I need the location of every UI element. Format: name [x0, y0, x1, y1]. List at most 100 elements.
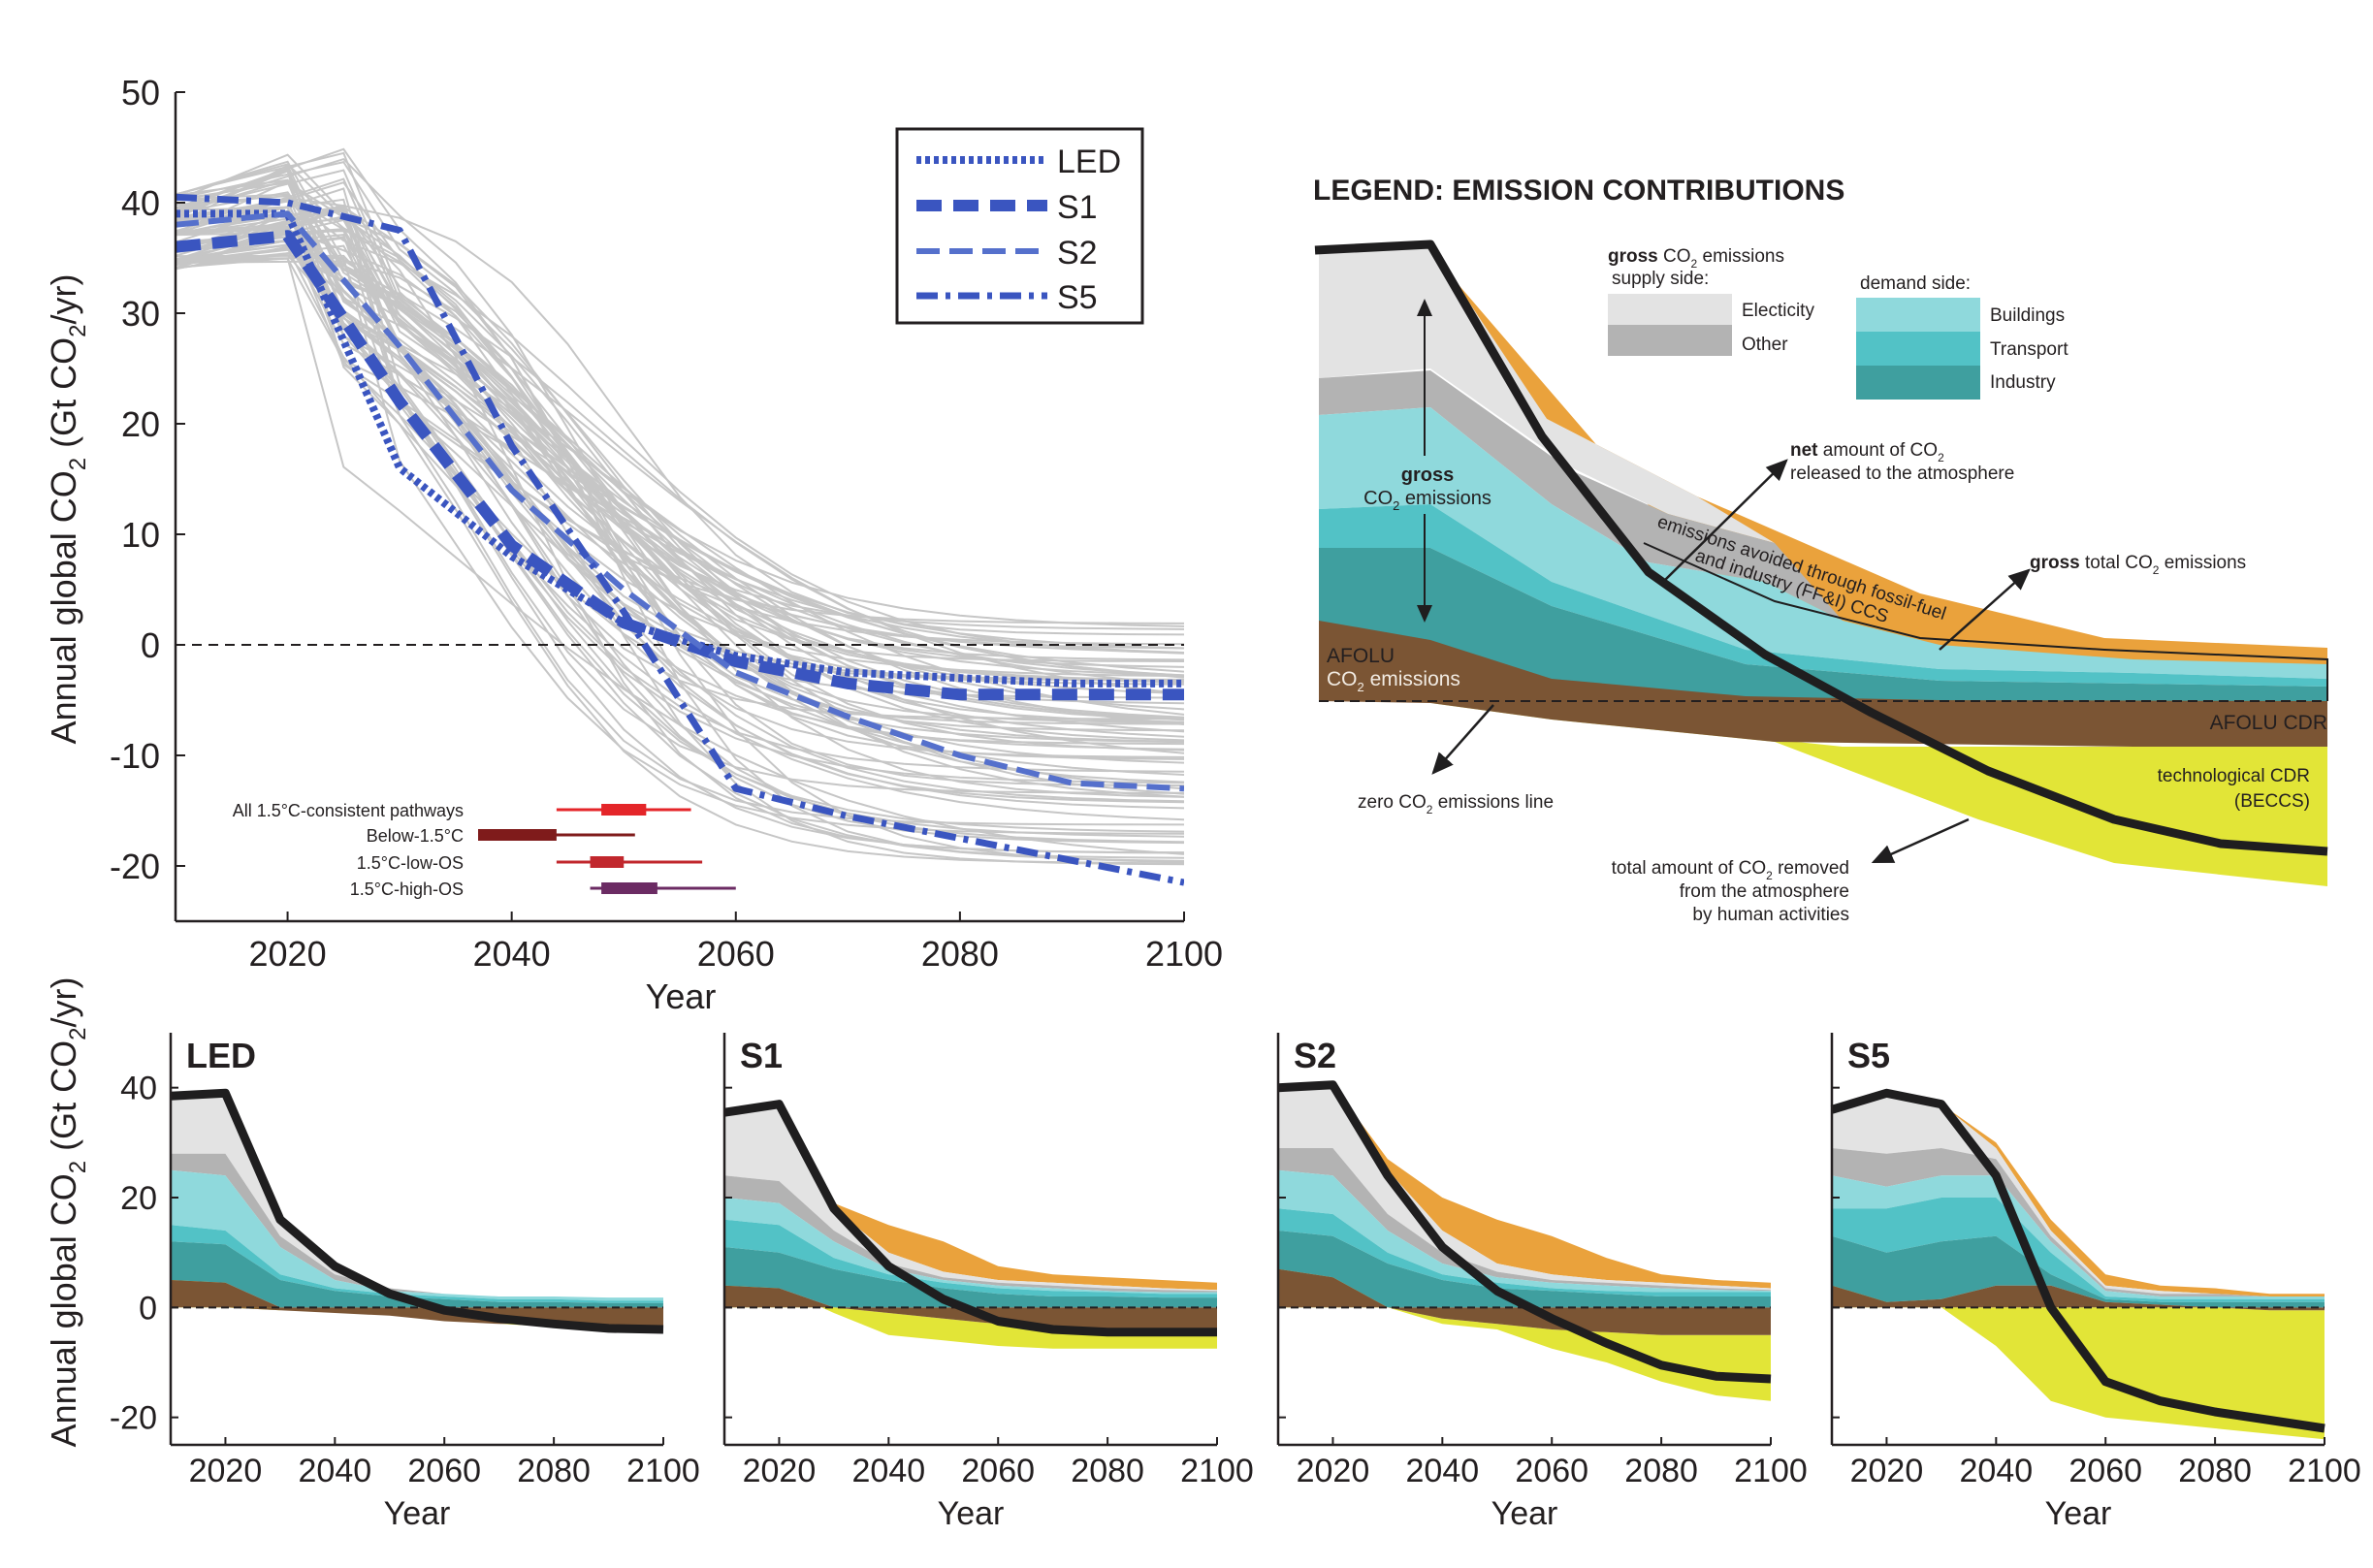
x-tick-label: 2100 [2288, 1453, 2361, 1489]
area-electricity [1278, 1084, 1771, 1291]
x-axis-label: Year [1491, 1495, 1558, 1532]
y-tick-label: 20 [120, 1180, 157, 1217]
swatch-electricity [1608, 294, 1732, 325]
area-electricity [724, 1104, 1217, 1292]
area-industry [1278, 1231, 1771, 1308]
swatch-buildings [1856, 298, 1980, 332]
area-other [1319, 370, 1843, 621]
area-other [1278, 1148, 1771, 1292]
zero-line-label: zero CO2 emissions line [1358, 792, 1554, 816]
highlight-series [176, 193, 1184, 886]
scenario-line [176, 193, 1184, 678]
area-cdr [1430, 703, 2327, 886]
range-label-high-os: 1.5°C-high-OS [350, 880, 464, 899]
scenario-line [176, 147, 1184, 863]
swatch-other [1608, 325, 1732, 356]
scenario-line [176, 257, 1184, 855]
area-afolu-cdr [724, 1307, 1217, 1329]
gross-total-outline [1643, 542, 2328, 701]
panel-led: 40 20 0 -20 2020 2040 2060 2080 2100 Year LED [110, 1033, 700, 1532]
y-tick-label: 10 [121, 515, 160, 555]
x-tick-label: 2040 [852, 1453, 926, 1489]
area-cdr [1278, 1268, 1771, 1401]
scenario-line [176, 234, 1184, 655]
range-label-low-os: 1.5°C-low-OS [357, 853, 464, 873]
area-buildings [171, 1169, 663, 1301]
gross-emissions-label-2: CO2 emissions [1363, 488, 1491, 513]
area-transport [171, 1225, 663, 1303]
removed-label-2: from the atmosphere [1680, 881, 1849, 902]
scenario-line [176, 239, 1184, 720]
emission-contributions-legend: LEGEND: EMISSION CONTRIBUTIONS gross CO2… [1313, 175, 2328, 925]
afolu-label-2: CO2 emissions [1327, 668, 1460, 694]
y-tick-label: 30 [121, 294, 160, 334]
area-ccs [1278, 1084, 1771, 1289]
x-tick-label: 2080 [2178, 1453, 2252, 1489]
main-chart: 50 40 30 20 10 0 -10 -20 2020 2040 2060 2080 2100 Ye… [44, 73, 1223, 1016]
x-tick-label: 2080 [1071, 1453, 1144, 1489]
x-tick-label: 2100 [1145, 934, 1223, 974]
legend-label-led: LED [1057, 144, 1121, 180]
net-emissions-line [1830, 1088, 2325, 1433]
scenario-line [176, 160, 1184, 721]
scenario-line [176, 198, 1184, 776]
area-other [1832, 1148, 2325, 1296]
area-industry [1319, 548, 2327, 701]
area-buildings [724, 1198, 1217, 1295]
gross-total-arrow [1939, 568, 2031, 651]
series-line-s2 [176, 210, 1184, 792]
area-afolu [724, 1285, 1217, 1308]
area-afolu-cdr [1278, 1307, 1771, 1335]
scenario-line [176, 177, 1184, 725]
x-tick-label: 2080 [1624, 1453, 1698, 1489]
panel-s1: 2020 2040 2060 2080 2100 Year S1 [722, 1033, 1254, 1532]
area-transport [1278, 1208, 1771, 1296]
net-emissions-line [723, 1100, 1217, 1337]
scenario-line [176, 168, 1184, 677]
gross-total-label: gross total CO2 emissions [2030, 553, 2246, 577]
removed-label-1: total amount of CO2 removed [1612, 858, 1849, 882]
schematic-title: LEGEND: EMISSION CONTRIBUTIONS [1313, 175, 1844, 207]
area-ccs [1832, 1093, 2325, 1296]
range-label-all: All 1.5°C-consistent pathways [233, 801, 464, 820]
series-line-s5 [176, 193, 1184, 886]
y-tick-label: -20 [110, 847, 160, 886]
net-emissions-line [1277, 1080, 1772, 1384]
scenario-line [176, 230, 1184, 794]
range-box [601, 804, 647, 816]
x-tick-label: 2040 [299, 1453, 372, 1489]
gross-emissions-label-1: gross [1401, 464, 1454, 486]
area-afolu [1319, 621, 2327, 701]
area-buildings [1319, 407, 2327, 679]
x-axis-label: Year [646, 976, 717, 1016]
demand-side-label: demand side: [1860, 273, 1971, 294]
area-transport [1319, 504, 2327, 687]
tech-cdr-label-2: (BECCS) [2234, 791, 2310, 812]
area-other [171, 1153, 663, 1298]
legend-label-s5: S5 [1057, 279, 1098, 316]
main-axis-ticks: 50 40 30 20 10 0 -10 -20 2020 2040 2060 2080 2100 [110, 73, 1223, 974]
x-tick-label: 2080 [921, 934, 999, 974]
main-legend: LED S1 S2 S5 [895, 127, 1144, 325]
range-box [478, 829, 557, 841]
y-tick-label: 40 [121, 183, 160, 223]
range-box [590, 856, 625, 868]
panel-s5: 2020 2040 2060 2080 2100 Year S5 [1830, 1033, 2361, 1532]
scenario-line [176, 179, 1184, 744]
afolu-cdr-label: AFOLU CDR [2210, 712, 2327, 734]
scenario-line [176, 228, 1184, 738]
zero-line-arrow [1431, 704, 1494, 775]
net-emissions-line [1314, 240, 2328, 856]
y-tick-label: -10 [110, 736, 160, 776]
legend-label-s2: S2 [1057, 235, 1098, 272]
x-tick-label: 2020 [189, 1453, 263, 1489]
scenario-line [176, 151, 1184, 677]
x-tick-label: 2040 [1406, 1453, 1480, 1489]
label-transport: Transport [1990, 339, 2068, 360]
x-tick-label: 2040 [473, 934, 551, 974]
x-tick-label: 2020 [249, 934, 327, 974]
y-tick-label: 50 [121, 73, 160, 112]
tech-cdr-label-1: technological CDR [2158, 766, 2310, 786]
x-axis-label: Year [2045, 1495, 2112, 1532]
